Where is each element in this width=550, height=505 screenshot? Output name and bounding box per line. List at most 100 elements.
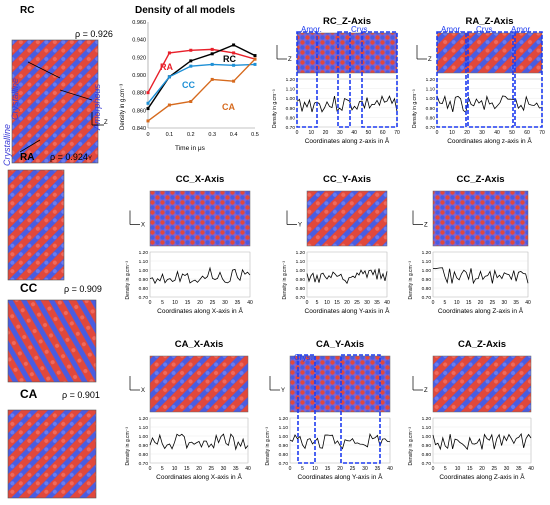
- panel-title: CA_Y-Axis: [316, 339, 364, 350]
- region-dashed-box: [361, 31, 398, 128]
- panel-xtick: 60: [524, 130, 530, 136]
- panel-profile-frame: [306, 251, 388, 298]
- panel-xtick: 0: [436, 130, 439, 136]
- panel-ytick: 0.70: [296, 295, 306, 301]
- density-point: [210, 52, 214, 56]
- model-ca-label: CA: [20, 387, 38, 401]
- model-ra-rho: ρ = 0.924: [50, 152, 88, 162]
- panel-ylabel: Density in g.cm⁻³: [412, 89, 418, 128]
- model-ra-box: [7, 169, 65, 281]
- panel-ytick: 1.10: [139, 259, 149, 265]
- panel-xtick: 20: [464, 130, 470, 136]
- panel-ytick: 0.90: [426, 106, 436, 112]
- panel-structure-image: [306, 190, 388, 247]
- region-dashed-box: [340, 354, 381, 464]
- panel-xtick: 30: [504, 466, 510, 472]
- panel-ytick: 0.70: [422, 295, 432, 301]
- density-point: [232, 51, 236, 55]
- density-point: [210, 47, 214, 51]
- panel-ylabel: Density in g.cm⁻³: [265, 427, 271, 466]
- density-point: [210, 77, 214, 81]
- panel-ytick: 1.20: [422, 250, 432, 256]
- panel-ytick: 1.00: [139, 434, 149, 440]
- panel-ytick: 0.80: [296, 286, 306, 292]
- panel-xtick: 35: [513, 300, 519, 306]
- panel-ytick: 1.10: [426, 87, 436, 93]
- panel-xtick: 20: [478, 300, 484, 306]
- panel-ra_z: RA_Z-Axis Z 1.20 1.10 1.00 0.90 0.80 0.70 Densit…: [412, 16, 545, 145]
- panel-structure-image: [432, 355, 532, 413]
- panel-xlabel: Coordinates along z-axis in Å: [305, 136, 390, 145]
- panel-ylabel: Density in g.cm⁻³: [282, 261, 288, 300]
- panel-profile-line: [306, 268, 388, 285]
- panel-xtick: 20: [344, 300, 350, 306]
- panel-xtick: 35: [235, 300, 241, 306]
- panel-ytick: 0.70: [279, 461, 289, 467]
- panel-xtick: 10: [449, 130, 455, 136]
- panel-ytick: 0.90: [279, 443, 289, 449]
- panel-xtick: 70: [394, 130, 400, 136]
- panel-ytick: 0.90: [422, 277, 432, 283]
- density-series-ra: [147, 48, 256, 93]
- panel-ytick: 0.70: [139, 295, 149, 301]
- panel-profile-line: [149, 266, 251, 285]
- panel-xtick: 20: [337, 466, 343, 472]
- panel-cc_x: CC_X-Axis X 1.20 1.10 1.00 0.90 0.80 0.70 Densit…: [125, 174, 253, 315]
- density-chart-ytick: 0.940: [132, 38, 146, 44]
- panel-xtick: 10: [312, 466, 318, 472]
- panel-ytick: 1.20: [279, 416, 289, 422]
- density-point: [167, 51, 171, 55]
- density-chart-ytick: 0.840: [132, 126, 146, 132]
- panel-ytick: 1.20: [139, 416, 149, 422]
- model-ca: CA ρ = 0.901: [7, 387, 100, 499]
- panel-xtick: 20: [479, 466, 485, 472]
- model-rc-rho: ρ = 0.926: [75, 29, 113, 39]
- density-chart-ytick: 0.920: [132, 55, 146, 61]
- panel-title: CC_Z-Axis: [456, 174, 504, 185]
- panel-ytick: 0.80: [422, 286, 432, 292]
- panel-xtick: 40: [247, 300, 253, 306]
- panel-xtick: 0: [432, 466, 435, 472]
- panel-ytick: 1.20: [139, 250, 149, 256]
- panel-title: CA_X-Axis: [175, 339, 224, 350]
- density-point: [232, 43, 236, 47]
- panel-title: CC_Y-Axis: [323, 174, 371, 185]
- density-point: [210, 62, 214, 66]
- density-point: [146, 119, 150, 123]
- density-point: [146, 91, 150, 95]
- density-series-ca: [147, 58, 256, 122]
- region-dashed-box: [296, 31, 318, 128]
- panel-xtick: 5: [443, 300, 446, 306]
- panel-xtick: 25: [208, 466, 214, 472]
- density-chart-ytick: 0.880: [132, 91, 146, 97]
- panel-structure-image: [149, 355, 249, 413]
- panel-xtick: 25: [490, 300, 496, 306]
- panel-ytick: 0.80: [139, 286, 149, 292]
- region-dashed-box: [436, 31, 467, 128]
- panel-ytick: 0.90: [139, 443, 149, 449]
- panel-xtick: 30: [221, 466, 227, 472]
- panel-profile-frame: [432, 251, 529, 298]
- density-point: [189, 48, 193, 52]
- panel-ytick: 0.80: [286, 115, 296, 121]
- density-point: [146, 107, 150, 111]
- panel-ytick: 1.10: [286, 87, 296, 93]
- density-chart-xlabel: Time in μs: [175, 145, 206, 152]
- panel-ytick: 1.10: [279, 425, 289, 431]
- axes-icon-label: Z: [424, 388, 428, 394]
- panel-xtick: 15: [466, 300, 472, 306]
- model-rc-label: RC: [20, 5, 34, 16]
- panel-xtick: 30: [364, 300, 370, 306]
- region-label: Crys.: [476, 25, 495, 34]
- svg-text:Y: Y: [88, 156, 92, 162]
- panel-xtick: 10: [454, 300, 460, 306]
- density-series-cc: [147, 63, 256, 104]
- density-point: [167, 103, 171, 107]
- panel-cc_y: CC_Y-Axis Y 1.20 1.10 1.00 0.90 0.80 0.70 Densit…: [282, 174, 390, 315]
- axes-icon-rc: Z: [91, 112, 108, 126]
- panel-cc_z: CC_Z-Axis Z 1.20 1.10 1.00 0.90 0.80 0.70 Densit…: [408, 174, 531, 315]
- region-label: Crys.: [294, 353, 313, 362]
- panel-ytick: 1.10: [139, 425, 149, 431]
- panel-ca_z: CA_Z-Axis Z 1.20 1.10 1.00 0.90 0.80 0.70 Densit…: [408, 339, 534, 481]
- panel-xtick: 70: [539, 130, 545, 136]
